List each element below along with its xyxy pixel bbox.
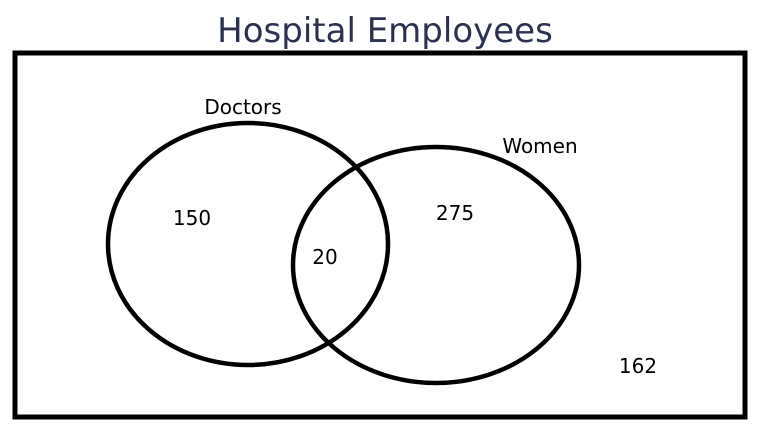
neither-count: 162 bbox=[619, 354, 657, 378]
doctors-label: Doctors bbox=[204, 95, 281, 119]
doctors-and-women-count: 20 bbox=[312, 245, 337, 269]
only-doctors-count: 150 bbox=[173, 206, 211, 230]
women-circle bbox=[290, 144, 582, 386]
only-women-count: 275 bbox=[436, 201, 474, 225]
diagram-title: Hospital Employees bbox=[217, 11, 553, 51]
doctors-circle bbox=[105, 120, 391, 368]
universe-rectangle bbox=[12, 50, 748, 420]
women-label: Women bbox=[502, 134, 577, 158]
